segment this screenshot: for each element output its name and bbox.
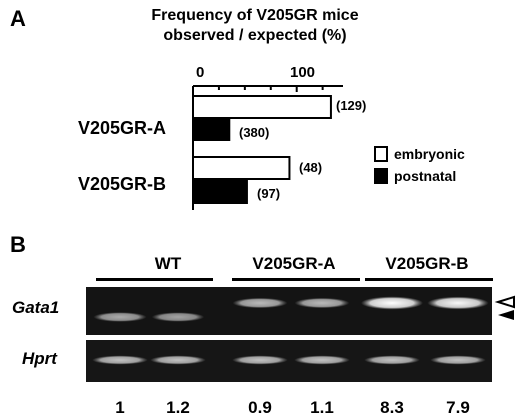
gene-label-hprt: Hprt xyxy=(22,349,57,368)
quant-value-lane-1: 1 xyxy=(115,398,125,417)
band-gata1-lane-3 xyxy=(232,297,288,309)
gel-image-gata1 xyxy=(86,287,492,335)
band-gata1-lane-5 xyxy=(361,296,423,310)
legend: embryonic postnatal xyxy=(374,146,504,186)
band-hprt-lane-1 xyxy=(92,355,148,365)
bar-v205gr-a-postnatal xyxy=(192,117,231,141)
quant-value-lane-5: 8.3 xyxy=(380,398,404,417)
chart-title-line-1: Frequency of V205GR mice xyxy=(151,7,359,24)
n-label-a-embryonic: (129) xyxy=(336,98,367,113)
panel-b-letter: B xyxy=(10,232,26,257)
quant-value-lane-2: 1.2 xyxy=(166,398,190,417)
group-label-wt: WT xyxy=(154,254,182,273)
band-hprt-lane-4 xyxy=(294,355,350,365)
band-gata1-lane-6 xyxy=(427,296,489,310)
x-tick-label-0: 0 xyxy=(196,64,205,81)
x-tick-label-100: 100 xyxy=(290,64,316,81)
band-hprt-lane-2 xyxy=(150,355,206,365)
n-label-a-postnatal: (380) xyxy=(239,125,270,140)
quant-value-lane-3: 0.9 xyxy=(248,398,272,417)
panel-a-letter: A xyxy=(10,6,26,31)
band-gata1-lane-4 xyxy=(294,297,350,309)
legend-label-postnatal: postnatal xyxy=(394,168,457,184)
legend-swatch-embryonic xyxy=(374,146,388,162)
group-label-v205gr-a: V205GR-A xyxy=(252,254,336,273)
bars xyxy=(192,95,332,204)
chart-title-line-2: observed / expected (%) xyxy=(163,27,347,44)
bar-v205gr-b-postnatal xyxy=(192,180,248,204)
group-label-v205gr-b: V205GR-B xyxy=(385,254,469,273)
quant-value-lane-6: 7.9 xyxy=(446,398,470,417)
filled-arrowhead xyxy=(498,310,514,320)
bar-v205gr-b-embryonic xyxy=(192,156,291,180)
gene-label-gata1: Gata1 xyxy=(12,298,60,317)
legend-swatch-postnatal xyxy=(374,168,388,184)
group-bar-v205gr-a xyxy=(232,278,360,281)
bar-v205gr-a-embryonic xyxy=(192,95,332,119)
quant-value-lane-4: 1.1 xyxy=(310,398,334,417)
group-bar-v205gr-b xyxy=(365,278,493,281)
band-hprt-lane-3 xyxy=(232,355,288,365)
category-label-b: V205GR-B xyxy=(78,174,167,194)
band-hprt-lane-6 xyxy=(430,355,486,365)
open-arrowhead xyxy=(494,295,515,309)
chart-title: Frequency of V205GR mice observed / expe… xyxy=(110,6,400,46)
band-gata1-lane-1 xyxy=(93,312,147,322)
x-ticks xyxy=(192,86,324,92)
group-bar-wt xyxy=(96,278,213,281)
legend-label-embryonic: embryonic xyxy=(394,146,465,162)
gel-bands xyxy=(92,296,489,365)
n-label-b-embryonic: (48) xyxy=(299,160,323,175)
band-gata1-lane-2 xyxy=(151,312,205,322)
band-hprt-lane-5 xyxy=(364,355,420,365)
n-label-b-postnatal: (97) xyxy=(257,186,281,201)
category-label-a: V205GR-A xyxy=(78,118,167,138)
